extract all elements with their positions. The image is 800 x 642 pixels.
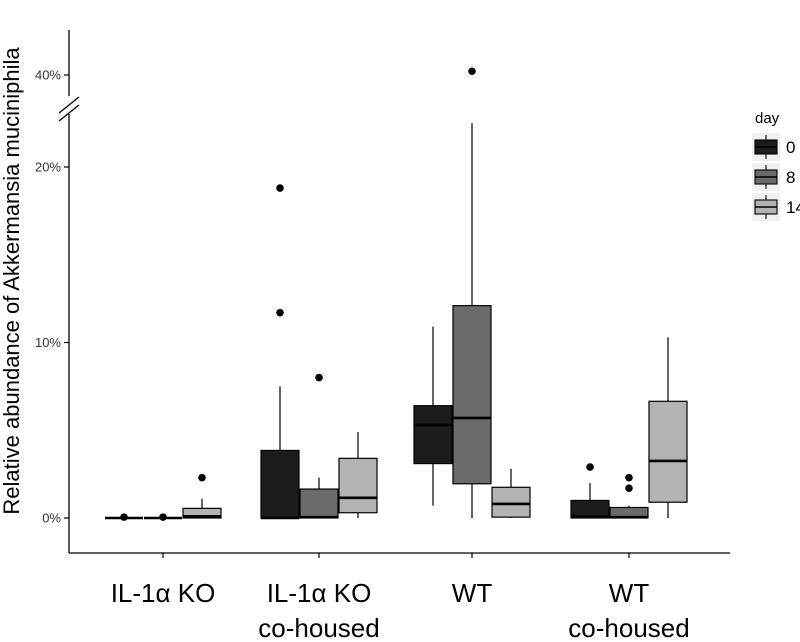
x-category-label: IL-1α KO (111, 578, 216, 608)
box-iqr (338, 457, 378, 514)
box-iqr (260, 449, 300, 519)
legend-label: 8 (786, 168, 795, 187)
x-category-label: WT (452, 578, 493, 608)
box-iqr (491, 486, 531, 518)
y-tick-label: 40% (35, 68, 61, 83)
legend-item-day-0: 0 (752, 133, 795, 161)
legend: day 0 8 14 (752, 110, 800, 221)
box-day0-group2 (260, 184, 300, 520)
box-day14-group1 (182, 473, 222, 519)
box-iqr (299, 488, 339, 519)
box-iqr (570, 499, 610, 519)
box-day8-group2 (299, 373, 339, 519)
outlier-point (159, 513, 167, 521)
outlier-point (198, 473, 206, 482)
outlier-point (625, 484, 633, 492)
y-tick-label: 10% (35, 335, 61, 350)
y-tick-label: 0% (42, 511, 61, 526)
outlier-point (468, 67, 476, 76)
boxes (105, 67, 688, 521)
box-day14-group2 (338, 432, 378, 518)
box-iqr (182, 507, 222, 519)
box-iqr (452, 305, 492, 485)
box-day14-group4 (648, 337, 688, 518)
box-day8-group3 (452, 67, 492, 518)
x-category-label-line2: co-housed (258, 613, 379, 642)
axis-break-mark (58, 96, 80, 122)
legend-title: day (755, 110, 780, 127)
x-category-labels: IL-1α KO IL-1α KO co-housed WT WT co-housed (111, 553, 690, 642)
y-tick-label: 20% (35, 160, 61, 175)
outlier-point (315, 373, 323, 382)
box-day14-group3 (491, 468, 531, 518)
axes (58, 30, 730, 554)
legend-item-day-14: 14 (752, 193, 800, 221)
legend-label: 0 (786, 138, 795, 157)
legend-label: 14 (786, 198, 800, 217)
y-ticks: 0% 10% 20% 40% (35, 68, 69, 526)
legend-item-day-8: 8 (752, 163, 795, 191)
y-axis-title: Relative abundance of Akkermansia mucini… (0, 47, 24, 515)
outlier-point (625, 473, 633, 482)
outlier-point (586, 463, 594, 471)
outlier-point (120, 513, 128, 521)
box-iqr (413, 405, 453, 465)
box-iqr (648, 400, 688, 503)
box-day8-group4 (609, 473, 649, 519)
outlier-point (276, 184, 284, 192)
x-category-label-line2: co-housed (568, 613, 689, 642)
box-day8-group1 (144, 513, 182, 521)
x-category-label: WT (609, 578, 650, 608)
x-category-label: IL-1α KO (267, 578, 372, 608)
box-day0-group3 (413, 326, 453, 506)
box-day0-group1 (105, 513, 143, 521)
box-day0-group4 (570, 463, 610, 519)
outlier-point (276, 308, 284, 317)
